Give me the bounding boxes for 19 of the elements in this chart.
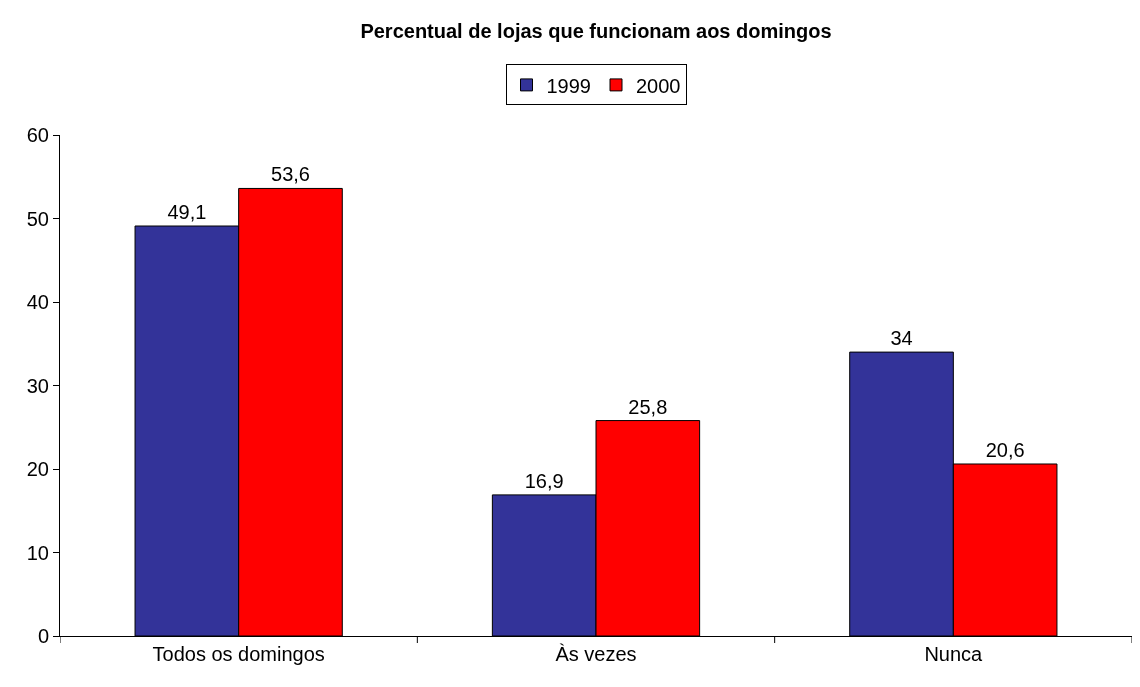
data-label: 20,6 — [985, 438, 1025, 461]
legend-label: 2000 — [636, 74, 681, 97]
y-tick-label: 40 — [26, 291, 49, 313]
data-label: 16,9 — [524, 469, 564, 492]
x-tick-label: Todos os domingos — [152, 643, 325, 665]
data-label: 53,6 — [271, 163, 310, 186]
x-tick-label: Nunca — [924, 643, 984, 665]
y-tick-label: 60 — [26, 124, 49, 146]
y-tick-label: 10 — [26, 541, 49, 564]
x-tick-label: Às vezes — [555, 643, 637, 665]
data-label: 49,1 — [167, 201, 207, 224]
data-label: 34 — [890, 327, 913, 350]
y-tick-label: 0 — [37, 625, 49, 647]
chart-title: Percentual de lojas que funcionam aos domingos — [360, 19, 832, 42]
y-tick-label: 50 — [26, 207, 49, 230]
y-tick-label: 30 — [26, 374, 49, 397]
legend-label: 1999 — [546, 74, 591, 97]
data-label: 25,8 — [628, 395, 668, 418]
y-tick-label: 20 — [26, 458, 49, 480]
